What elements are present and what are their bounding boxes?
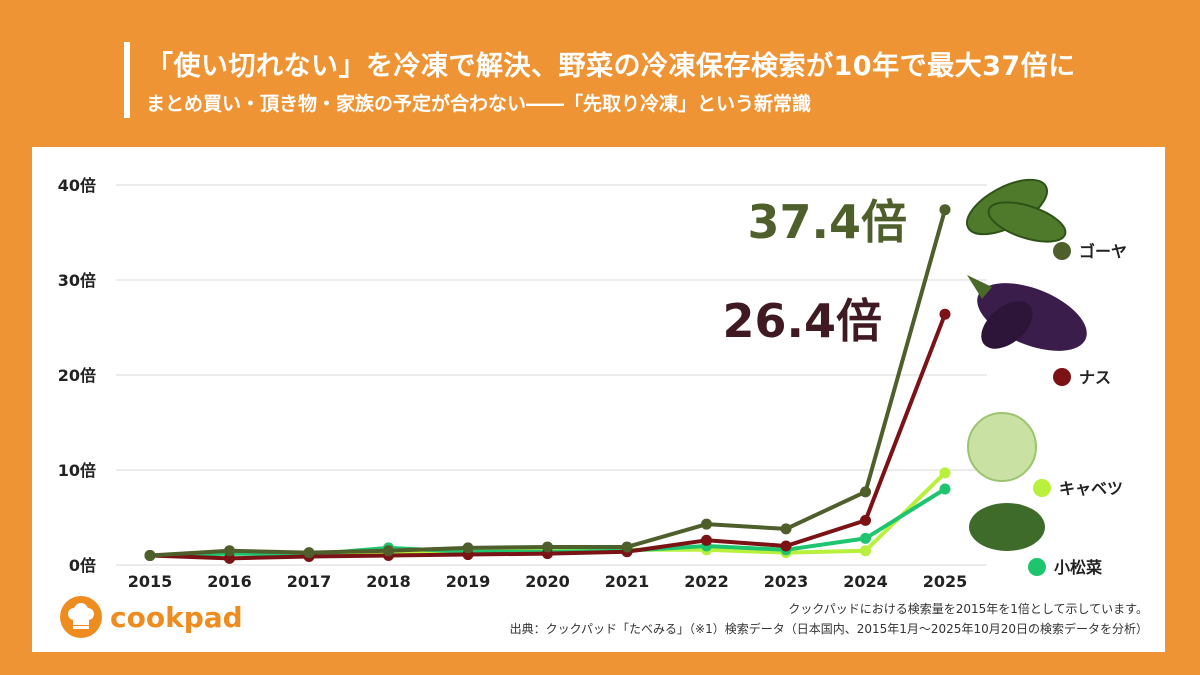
y-tick-label: 20倍: [58, 366, 96, 385]
data-point: [542, 541, 553, 553]
legend-marker: [1053, 368, 1071, 386]
y-tick-label: 30倍: [58, 271, 96, 290]
data-point: [224, 552, 235, 564]
note-source: 出典：クックパッド「たべみる」（※1）検索データ（日本国内、2015年1月〜20…: [509, 622, 1148, 636]
legend-label: ゴーヤ: [1079, 242, 1127, 261]
x-tick-label: 2018: [366, 572, 411, 591]
data-point: [939, 483, 951, 495]
chart-panel: 0倍 10倍 20倍 30倍 40倍 2015 2016 2017 2018 2019 2020 20…: [32, 147, 1165, 652]
data-point: [780, 523, 792, 535]
legend-label: キャベツ: [1059, 479, 1123, 498]
data-point: [144, 550, 156, 561]
data-point: [701, 518, 712, 530]
x-tick-label: 2023: [764, 572, 809, 591]
y-tick-label: 10倍: [58, 461, 96, 480]
x-tick-label: 2019: [446, 572, 491, 591]
annotation-goya: 37.4倍: [748, 195, 908, 249]
data-point: [939, 204, 951, 216]
x-tick-label: 2024: [843, 572, 888, 591]
x-tick-label: 2015: [128, 572, 173, 591]
page-title: 「使い切れない」を冷凍で解決、野菜の冷凍保存検索が10年で最大37倍に: [146, 51, 1076, 82]
data-point: [701, 534, 712, 546]
data-point: [860, 532, 871, 544]
data-point: [860, 514, 871, 526]
logo-text: cookpad: [110, 600, 243, 634]
x-tick-label: 2021: [605, 572, 650, 591]
legend-marker: [1033, 479, 1051, 497]
data-point: [939, 308, 951, 320]
title-accent-bar: [124, 42, 130, 118]
legend-label: 小松菜: [1054, 558, 1102, 577]
series-line-2: [149, 313, 947, 561]
cabbage-illustration: [967, 412, 1037, 482]
data-point: [224, 545, 235, 557]
data-point: [780, 540, 792, 552]
data-point: [621, 541, 633, 553]
chef-hat-icon: [60, 596, 102, 638]
series-line-1: [149, 209, 947, 558]
y-tick-label: 40倍: [58, 176, 96, 195]
page-subtitle: まとめ買い・頂き物・家族の予定が合わない――「先取り冷凍」という新常識: [146, 93, 812, 115]
legend-label: ナス: [1079, 368, 1111, 387]
legend-marker: [1028, 558, 1046, 576]
data-point: [383, 545, 394, 557]
legend-marker: [1053, 242, 1071, 260]
data-point: [462, 542, 474, 554]
eggplant-illustration: [967, 275, 1087, 351]
y-tick-label: 0倍: [69, 556, 96, 575]
data-point: [303, 547, 315, 559]
data-point: [860, 545, 871, 557]
x-tick-label: 2020: [525, 572, 570, 591]
note-baseline: クックパッドにおける検索量を2015年を1倍として示しています。: [788, 602, 1148, 616]
data-point: [860, 486, 871, 498]
komatsuna-illustration: [969, 503, 1045, 551]
x-tick-label: 2017: [287, 572, 332, 591]
goya-illustration: [966, 178, 1067, 243]
x-tick-label: 2022: [684, 572, 729, 591]
x-tick-label: 2025: [923, 572, 968, 591]
x-tick-label: 2016: [207, 572, 252, 591]
data-point: [939, 467, 951, 479]
line-chart: 0倍 10倍 20倍 30倍 40倍 2015 2016 2017 2018 2019 2020 20…: [58, 176, 1127, 591]
cookpad-logo: cookpad: [60, 596, 243, 638]
annotation-nasu: 26.4倍: [723, 294, 883, 348]
